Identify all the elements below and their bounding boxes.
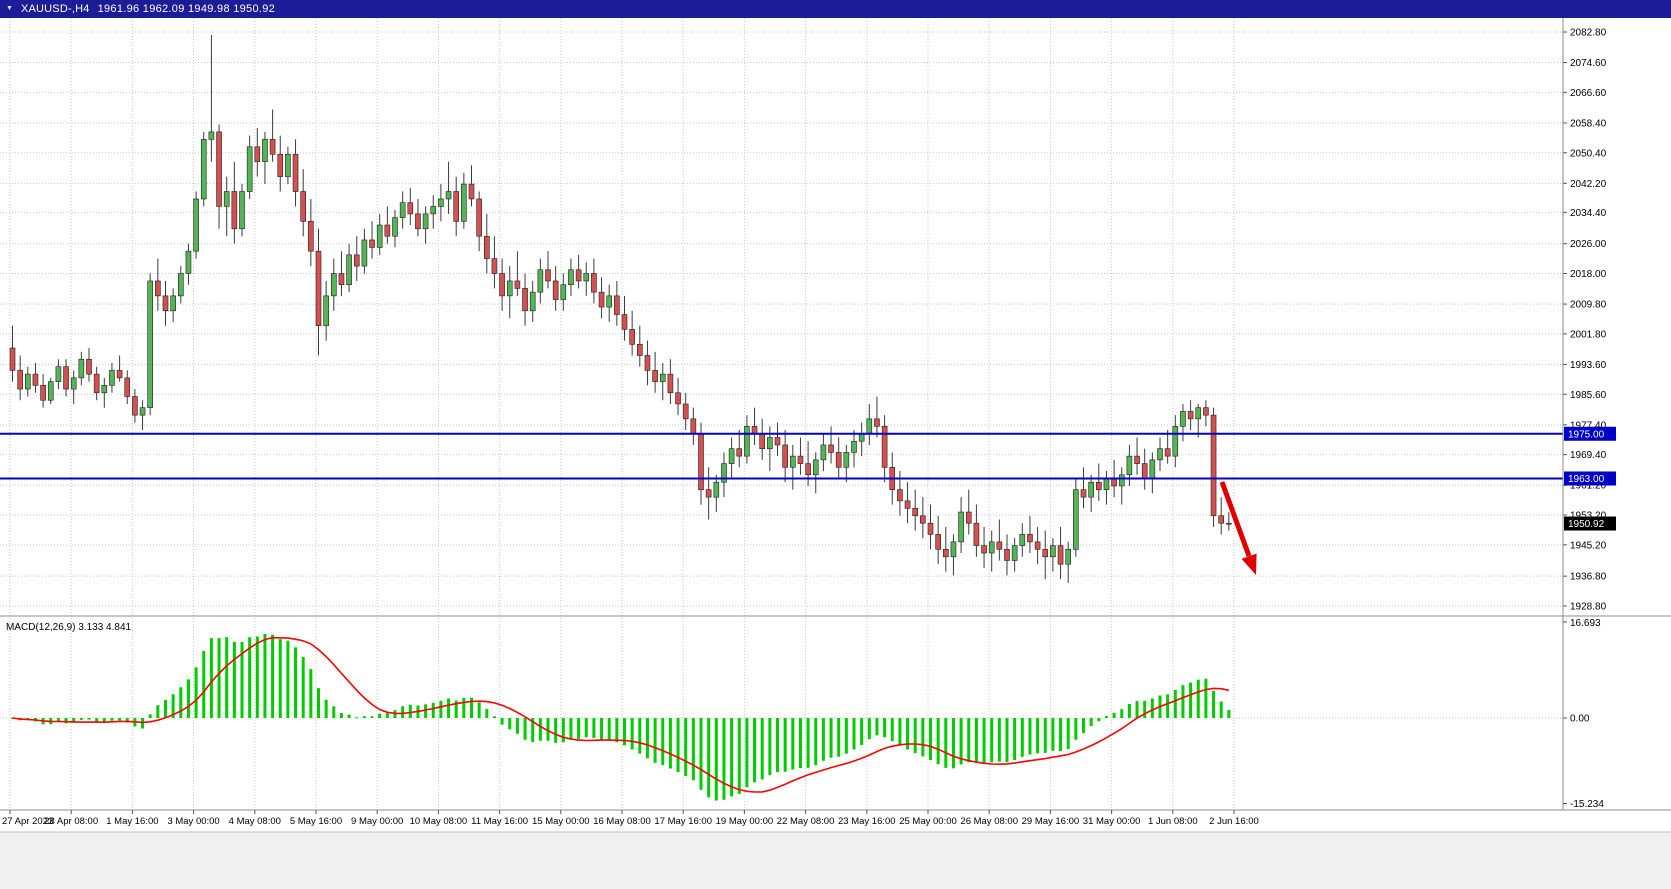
svg-text:3 May 00:00: 3 May 00:00 <box>167 816 219 827</box>
macd-indicator-label: MACD(12,26,9) 3.133 4.841 <box>6 622 132 633</box>
svg-text:1950.92: 1950.92 <box>1568 519 1605 530</box>
svg-text:5 May 16:00: 5 May 16:00 <box>290 816 342 827</box>
svg-text:11 May 16:00: 11 May 16:00 <box>471 816 528 827</box>
svg-text:2018.00: 2018.00 <box>1570 269 1607 280</box>
hline-price-tag: 1963.00 <box>1564 471 1616 486</box>
svg-text:16 May 08:00: 16 May 08:00 <box>593 816 651 827</box>
svg-text:2034.40: 2034.40 <box>1570 208 1607 219</box>
svg-text:1 Jun 08:00: 1 Jun 08:00 <box>1148 816 1198 827</box>
svg-text:29 May 16:00: 29 May 16:00 <box>1022 816 1080 827</box>
svg-text:2066.60: 2066.60 <box>1570 88 1607 99</box>
svg-text:1963.00: 1963.00 <box>1568 474 1605 485</box>
svg-text:15 May 00:00: 15 May 00:00 <box>532 816 590 827</box>
svg-text:1961.20: 1961.20 <box>1570 481 1607 492</box>
svg-text:2058.40: 2058.40 <box>1570 118 1607 129</box>
svg-text:1928.80: 1928.80 <box>1570 601 1607 612</box>
svg-text:19 May 00:00: 19 May 00:00 <box>716 816 774 827</box>
svg-text:16.693: 16.693 <box>1570 618 1601 629</box>
current-price-tag: 1950.92 <box>1564 516 1616 531</box>
svg-text:2 Jun 16:00: 2 Jun 16:00 <box>1209 816 1259 827</box>
svg-text:2050.40: 2050.40 <box>1570 148 1607 159</box>
trend-arrow[interactable] <box>1219 481 1257 575</box>
svg-text:27 Apr 2023: 27 Apr 2023 <box>2 816 53 827</box>
svg-text:1977.40: 1977.40 <box>1570 420 1607 431</box>
svg-text:1 May 16:00: 1 May 16:00 <box>106 816 158 827</box>
macd-panel: MACD(12,26,9) 3.133 4.841 <box>6 622 1231 801</box>
svg-text:1936.80: 1936.80 <box>1570 572 1607 583</box>
price-axis[interactable]: 2082.80 2074.60 2066.60 2058.40 2050.40 2042.… <box>1563 28 1607 811</box>
svg-text:26 May 08:00: 26 May 08:00 <box>960 816 1018 827</box>
svg-text:1953.20: 1953.20 <box>1570 511 1607 522</box>
svg-text:1969.40: 1969.40 <box>1570 450 1607 461</box>
svg-text:23 May 16:00: 23 May 16:00 <box>838 816 896 827</box>
svg-text:17 May 16:00: 17 May 16:00 <box>654 816 712 827</box>
candles-layer <box>9 34 1232 583</box>
svg-text:1975.00: 1975.00 <box>1568 429 1605 440</box>
svg-text:2026.00: 2026.00 <box>1570 239 1607 250</box>
svg-text:28 Apr 08:00: 28 Apr 08:00 <box>44 816 98 827</box>
svg-text:2082.80: 2082.80 <box>1570 28 1607 39</box>
svg-text:2074.60: 2074.60 <box>1570 58 1607 69</box>
svg-text:2001.80: 2001.80 <box>1570 329 1607 340</box>
svg-text:0.00: 0.00 <box>1570 714 1590 725</box>
svg-text:-15.234: -15.234 <box>1570 799 1604 810</box>
dropdown-arrow-icon[interactable]: ▼ <box>6 5 13 12</box>
svg-text:2009.80: 2009.80 <box>1570 300 1607 311</box>
svg-text:25 May 00:00: 25 May 00:00 <box>899 816 957 827</box>
svg-text:31 May 00:00: 31 May 00:00 <box>1083 816 1141 827</box>
svg-text:1993.60: 1993.60 <box>1570 360 1607 371</box>
svg-text:1945.20: 1945.20 <box>1570 540 1607 551</box>
svg-text:2042.20: 2042.20 <box>1570 179 1607 190</box>
svg-text:1985.60: 1985.60 <box>1570 390 1607 401</box>
svg-text:22 May 08:00: 22 May 08:00 <box>777 816 835 827</box>
panel-frame <box>0 18 1671 889</box>
symbol-period-label: XAUUSD-,H4 <box>20 3 90 15</box>
hline-price-tag: 1975.00 <box>1564 426 1616 441</box>
chart-canvas[interactable]: MACD(12,26,9) 3.133 4.8412082.802074.602… <box>0 18 1671 889</box>
svg-text:10 May 08:00: 10 May 08:00 <box>410 816 468 827</box>
ohlc-quote-label: 1961.96 1962.09 1949.98 1950.92 <box>97 3 276 15</box>
chart-titlebar: ▼ XAUUSD-,H4 1961.96 1962.09 1949.98 195… <box>0 0 1671 18</box>
svg-text:4 May 08:00: 4 May 08:00 <box>229 816 281 827</box>
svg-text:9 May 00:00: 9 May 00:00 <box>351 816 403 827</box>
